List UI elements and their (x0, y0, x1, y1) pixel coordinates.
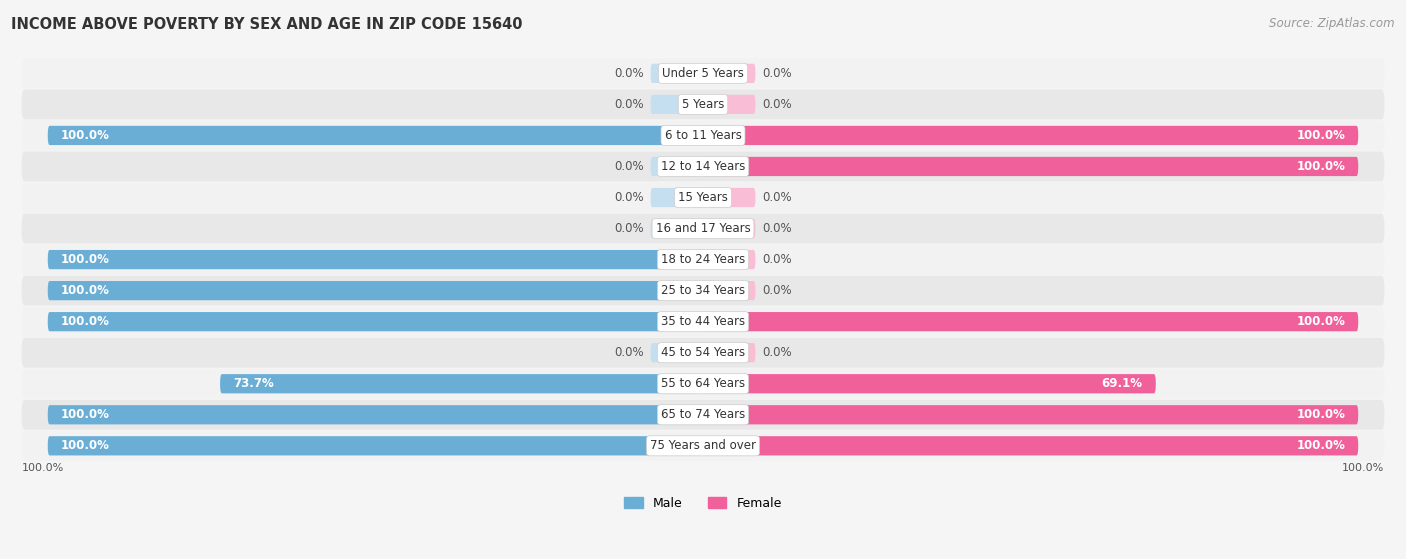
FancyBboxPatch shape (21, 214, 1385, 244)
FancyBboxPatch shape (651, 157, 703, 176)
FancyBboxPatch shape (48, 126, 703, 145)
Text: 100.0%: 100.0% (60, 284, 110, 297)
Text: 6 to 11 Years: 6 to 11 Years (665, 129, 741, 142)
FancyBboxPatch shape (48, 250, 703, 269)
FancyBboxPatch shape (21, 89, 1385, 119)
Legend: Male, Female: Male, Female (619, 492, 787, 515)
Text: Source: ZipAtlas.com: Source: ZipAtlas.com (1270, 17, 1395, 30)
Text: 5 Years: 5 Years (682, 98, 724, 111)
FancyBboxPatch shape (703, 312, 1358, 331)
Text: 0.0%: 0.0% (614, 98, 644, 111)
FancyBboxPatch shape (703, 188, 755, 207)
Text: 65 to 74 Years: 65 to 74 Years (661, 408, 745, 421)
FancyBboxPatch shape (703, 219, 755, 238)
FancyBboxPatch shape (651, 343, 703, 362)
FancyBboxPatch shape (21, 369, 1385, 399)
FancyBboxPatch shape (703, 374, 1156, 394)
Text: 100.0%: 100.0% (60, 439, 110, 452)
Text: 0.0%: 0.0% (762, 67, 792, 80)
Text: 0.0%: 0.0% (762, 346, 792, 359)
FancyBboxPatch shape (21, 400, 1385, 430)
Text: 16 and 17 Years: 16 and 17 Years (655, 222, 751, 235)
Text: 12 to 14 Years: 12 to 14 Years (661, 160, 745, 173)
Text: 55 to 64 Years: 55 to 64 Years (661, 377, 745, 390)
Text: 100.0%: 100.0% (60, 129, 110, 142)
FancyBboxPatch shape (21, 245, 1385, 274)
FancyBboxPatch shape (651, 64, 703, 83)
Text: 0.0%: 0.0% (762, 222, 792, 235)
FancyBboxPatch shape (48, 312, 703, 331)
FancyBboxPatch shape (21, 151, 1385, 181)
Text: 0.0%: 0.0% (614, 67, 644, 80)
Text: 100.0%: 100.0% (21, 463, 63, 473)
Text: 45 to 54 Years: 45 to 54 Years (661, 346, 745, 359)
Text: 18 to 24 Years: 18 to 24 Years (661, 253, 745, 266)
Text: 0.0%: 0.0% (614, 346, 644, 359)
Text: 100.0%: 100.0% (60, 253, 110, 266)
FancyBboxPatch shape (48, 436, 703, 456)
FancyBboxPatch shape (21, 121, 1385, 150)
FancyBboxPatch shape (651, 95, 703, 114)
Text: 100.0%: 100.0% (1296, 439, 1346, 452)
Text: 0.0%: 0.0% (762, 284, 792, 297)
FancyBboxPatch shape (21, 276, 1385, 306)
Text: 0.0%: 0.0% (614, 222, 644, 235)
FancyBboxPatch shape (221, 374, 703, 394)
FancyBboxPatch shape (703, 405, 1358, 424)
Text: 73.7%: 73.7% (233, 377, 274, 390)
FancyBboxPatch shape (703, 250, 755, 269)
Text: 100.0%: 100.0% (1343, 463, 1385, 473)
FancyBboxPatch shape (21, 338, 1385, 368)
FancyBboxPatch shape (651, 219, 703, 238)
Text: 0.0%: 0.0% (762, 98, 792, 111)
FancyBboxPatch shape (21, 431, 1385, 461)
Text: 100.0%: 100.0% (1296, 408, 1346, 421)
FancyBboxPatch shape (48, 405, 703, 424)
Text: 0.0%: 0.0% (762, 191, 792, 204)
FancyBboxPatch shape (21, 183, 1385, 212)
FancyBboxPatch shape (703, 281, 755, 300)
FancyBboxPatch shape (48, 281, 703, 300)
Text: INCOME ABOVE POVERTY BY SEX AND AGE IN ZIP CODE 15640: INCOME ABOVE POVERTY BY SEX AND AGE IN Z… (11, 17, 523, 32)
FancyBboxPatch shape (21, 307, 1385, 337)
FancyBboxPatch shape (651, 188, 703, 207)
FancyBboxPatch shape (703, 436, 1358, 456)
FancyBboxPatch shape (703, 95, 755, 114)
Text: 0.0%: 0.0% (762, 253, 792, 266)
Text: 69.1%: 69.1% (1102, 377, 1143, 390)
Text: 15 Years: 15 Years (678, 191, 728, 204)
Text: 100.0%: 100.0% (60, 315, 110, 328)
FancyBboxPatch shape (703, 157, 1358, 176)
Text: 100.0%: 100.0% (1296, 160, 1346, 173)
FancyBboxPatch shape (21, 59, 1385, 88)
Text: 0.0%: 0.0% (614, 160, 644, 173)
Text: 35 to 44 Years: 35 to 44 Years (661, 315, 745, 328)
Text: Under 5 Years: Under 5 Years (662, 67, 744, 80)
Text: 100.0%: 100.0% (60, 408, 110, 421)
FancyBboxPatch shape (703, 64, 755, 83)
FancyBboxPatch shape (703, 126, 1358, 145)
Text: 75 Years and over: 75 Years and over (650, 439, 756, 452)
FancyBboxPatch shape (703, 343, 755, 362)
Text: 100.0%: 100.0% (1296, 315, 1346, 328)
Text: 100.0%: 100.0% (1296, 129, 1346, 142)
Text: 25 to 34 Years: 25 to 34 Years (661, 284, 745, 297)
Text: 0.0%: 0.0% (614, 191, 644, 204)
